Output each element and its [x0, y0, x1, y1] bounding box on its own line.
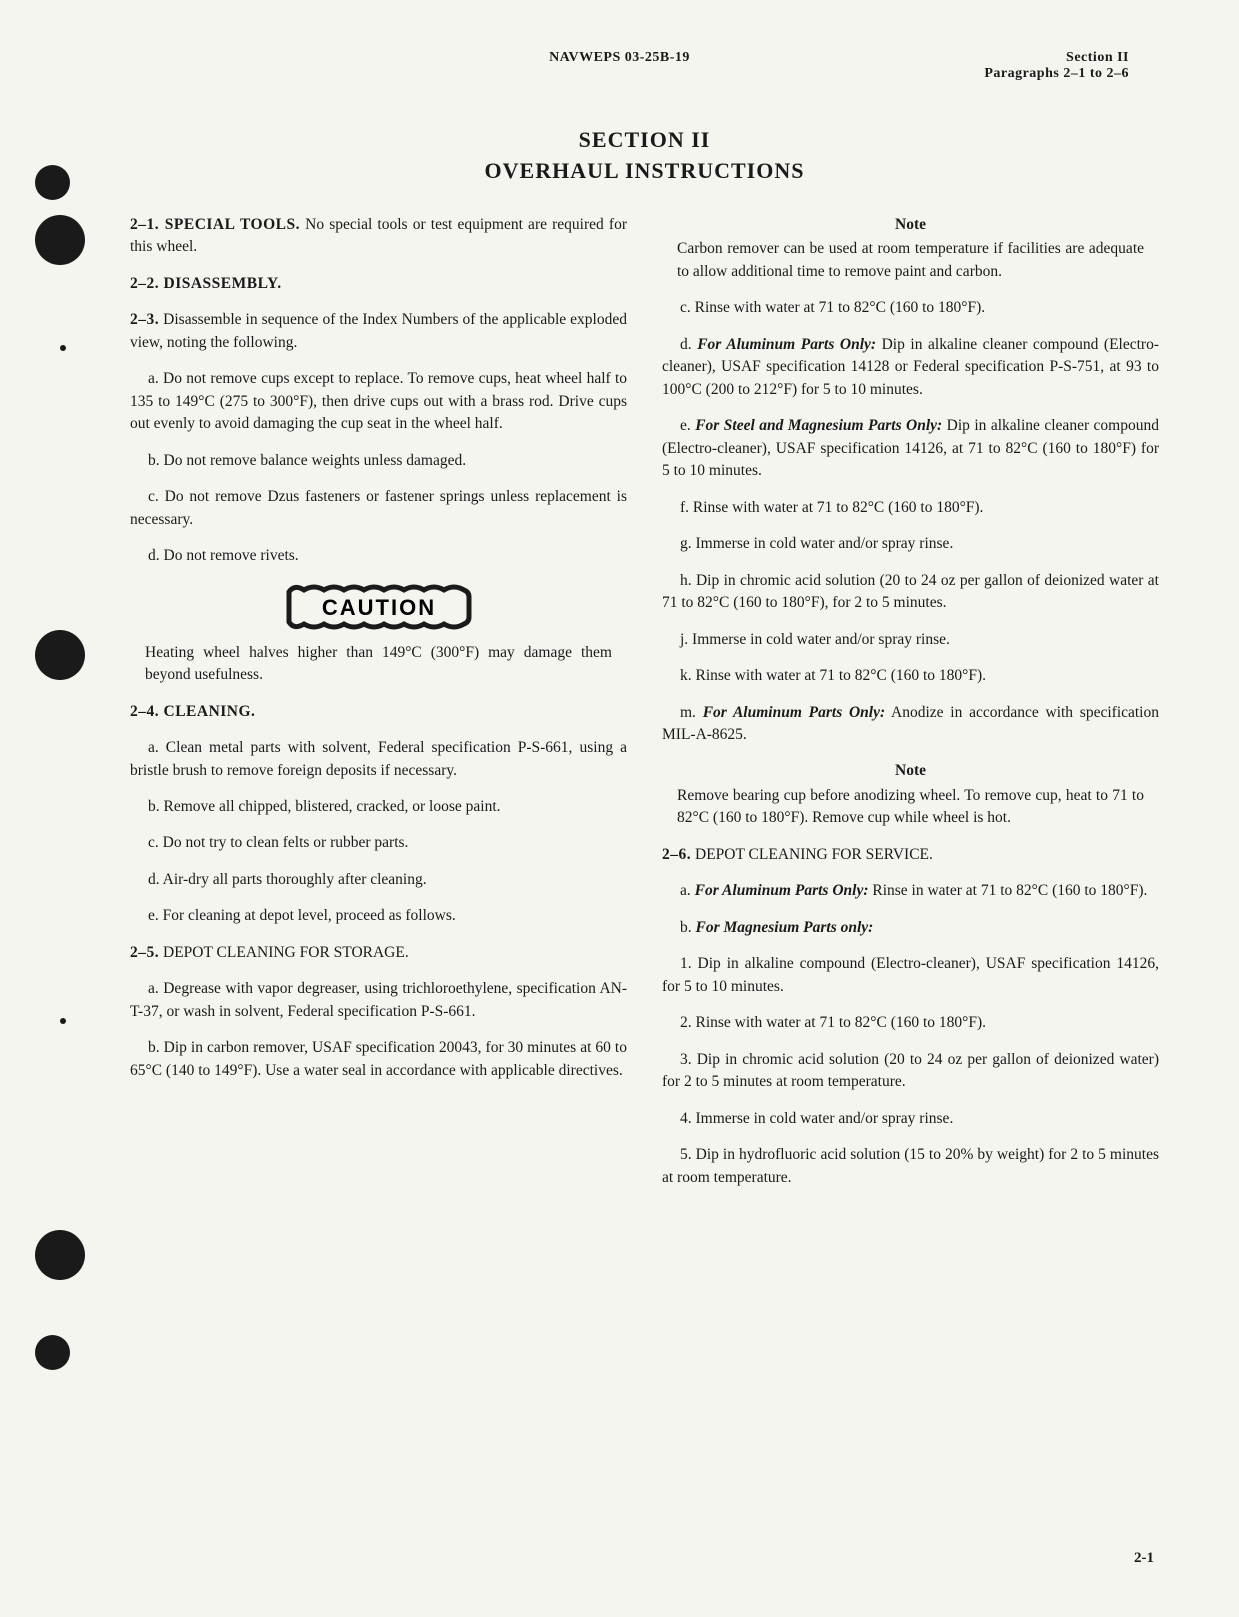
right-column: Note Carbon remover can be used at room … [662, 214, 1159, 1203]
section-number: SECTION II [130, 127, 1159, 153]
page-header: NAVWEPS 03-25B-19 Section II Paragraphs … [130, 50, 1159, 82]
para-2-4b: b. Remove all chipped, blistered, cracke… [130, 796, 627, 818]
para-2-6b5: 5. Dip in hydrofluoric acid solution (15… [662, 1144, 1159, 1189]
para-2-5b: b. Dip in carbon remover, USAF specifica… [130, 1037, 627, 1082]
para-2-4-heading: 2–4. CLEANING. [130, 701, 627, 723]
note-2-heading: Note [662, 760, 1159, 782]
punch-hole [35, 1335, 70, 1370]
para-2-1: 2–1. SPECIAL TOOLS. No special tools or … [130, 214, 627, 259]
note-1-text: Carbon remover can be used at room tempe… [677, 238, 1144, 283]
content-columns: 2–1. SPECIAL TOOLS. No special tools or … [130, 214, 1159, 1203]
para-2-3: 2–3. Disassemble in sequence of the Inde… [130, 309, 627, 354]
header-section-info: Section II Paragraphs 2–1 to 2–6 [984, 50, 1129, 82]
para-2-5k: k. Rinse with water at 71 to 82°C (160 t… [662, 665, 1159, 687]
para-2-5j: j. Immerse in cold water and/or spray ri… [662, 629, 1159, 651]
para-2-6b: b. For Magnesium Parts only: [662, 917, 1159, 939]
para-2-3b: b. Do not remove balance weights unless … [130, 450, 627, 472]
header-doc-number: NAVWEPS 03-25B-19 [549, 50, 690, 66]
para-2-5f: f. Rinse with water at 71 to 82°C (160 t… [662, 497, 1159, 519]
para-2-5d: d. For Aluminum Parts Only: Dip in alkal… [662, 334, 1159, 401]
para-2-3d: d. Do not remove rivets. [130, 545, 627, 567]
left-column: 2–1. SPECIAL TOOLS. No special tools or … [130, 214, 627, 1203]
punch-hole [35, 215, 85, 265]
para-2-6a: a. For Aluminum Parts Only: Rinse in wat… [662, 880, 1159, 902]
para-2-6-heading: 2–6. DEPOT CLEANING FOR SERVICE. [662, 844, 1159, 866]
para-2-6b2: 2. Rinse with water at 71 to 82°C (160 t… [662, 1012, 1159, 1034]
para-2-4c: c. Do not try to clean felts or rubber p… [130, 832, 627, 854]
para-2-3c: c. Do not remove Dzus fasteners or faste… [130, 486, 627, 531]
svg-text:CAUTION: CAUTION [321, 595, 435, 620]
para-2-5g: g. Immerse in cold water and/or spray ri… [662, 533, 1159, 555]
para-2-5c: c. Rinse with water at 71 to 82°C (160 t… [662, 297, 1159, 319]
punch-hole [35, 165, 70, 200]
para-2-6b4: 4. Immerse in cold water and/or spray ri… [662, 1108, 1159, 1130]
punch-hole [35, 1230, 85, 1280]
para-2-6b1: 1. Dip in alkaline compound (Electro-cle… [662, 953, 1159, 998]
para-2-4a: a. Clean metal parts with solvent, Feder… [130, 737, 627, 782]
page-number: 2-1 [1134, 1550, 1154, 1567]
small-dot [60, 1018, 66, 1024]
para-2-4e: e. For cleaning at depot level, proceed … [130, 905, 627, 927]
punch-hole [35, 630, 85, 680]
section-title: OVERHAUL INSTRUCTIONS [130, 158, 1159, 184]
note-2-text: Remove bearing cup before anodizing whee… [677, 785, 1144, 830]
para-2-3a: a. Do not remove cups except to replace.… [130, 368, 627, 435]
para-2-5m: m. For Aluminum Parts Only: Anodize in a… [662, 702, 1159, 747]
small-dot [60, 345, 66, 351]
para-2-5-heading: 2–5. DEPOT CLEANING FOR STORAGE. [130, 942, 627, 964]
para-2-2-heading: 2–2. DISASSEMBLY. [130, 273, 627, 295]
para-2-5a: a. Degrease with vapor degreaser, using … [130, 978, 627, 1023]
caution-text: Heating wheel halves higher than 149°C (… [145, 642, 612, 687]
note-1-heading: Note [662, 214, 1159, 236]
caution-icon: CAUTION [284, 582, 474, 632]
para-2-5e: e. For Steel and Magnesium Parts Only: D… [662, 415, 1159, 482]
para-2-6b3: 3. Dip in chromic acid solution (20 to 2… [662, 1049, 1159, 1094]
caution-box: CAUTION [130, 582, 627, 632]
para-2-5h: h. Dip in chromic acid solution (20 to 2… [662, 570, 1159, 615]
para-2-4d: d. Air-dry all parts thoroughly after cl… [130, 869, 627, 891]
